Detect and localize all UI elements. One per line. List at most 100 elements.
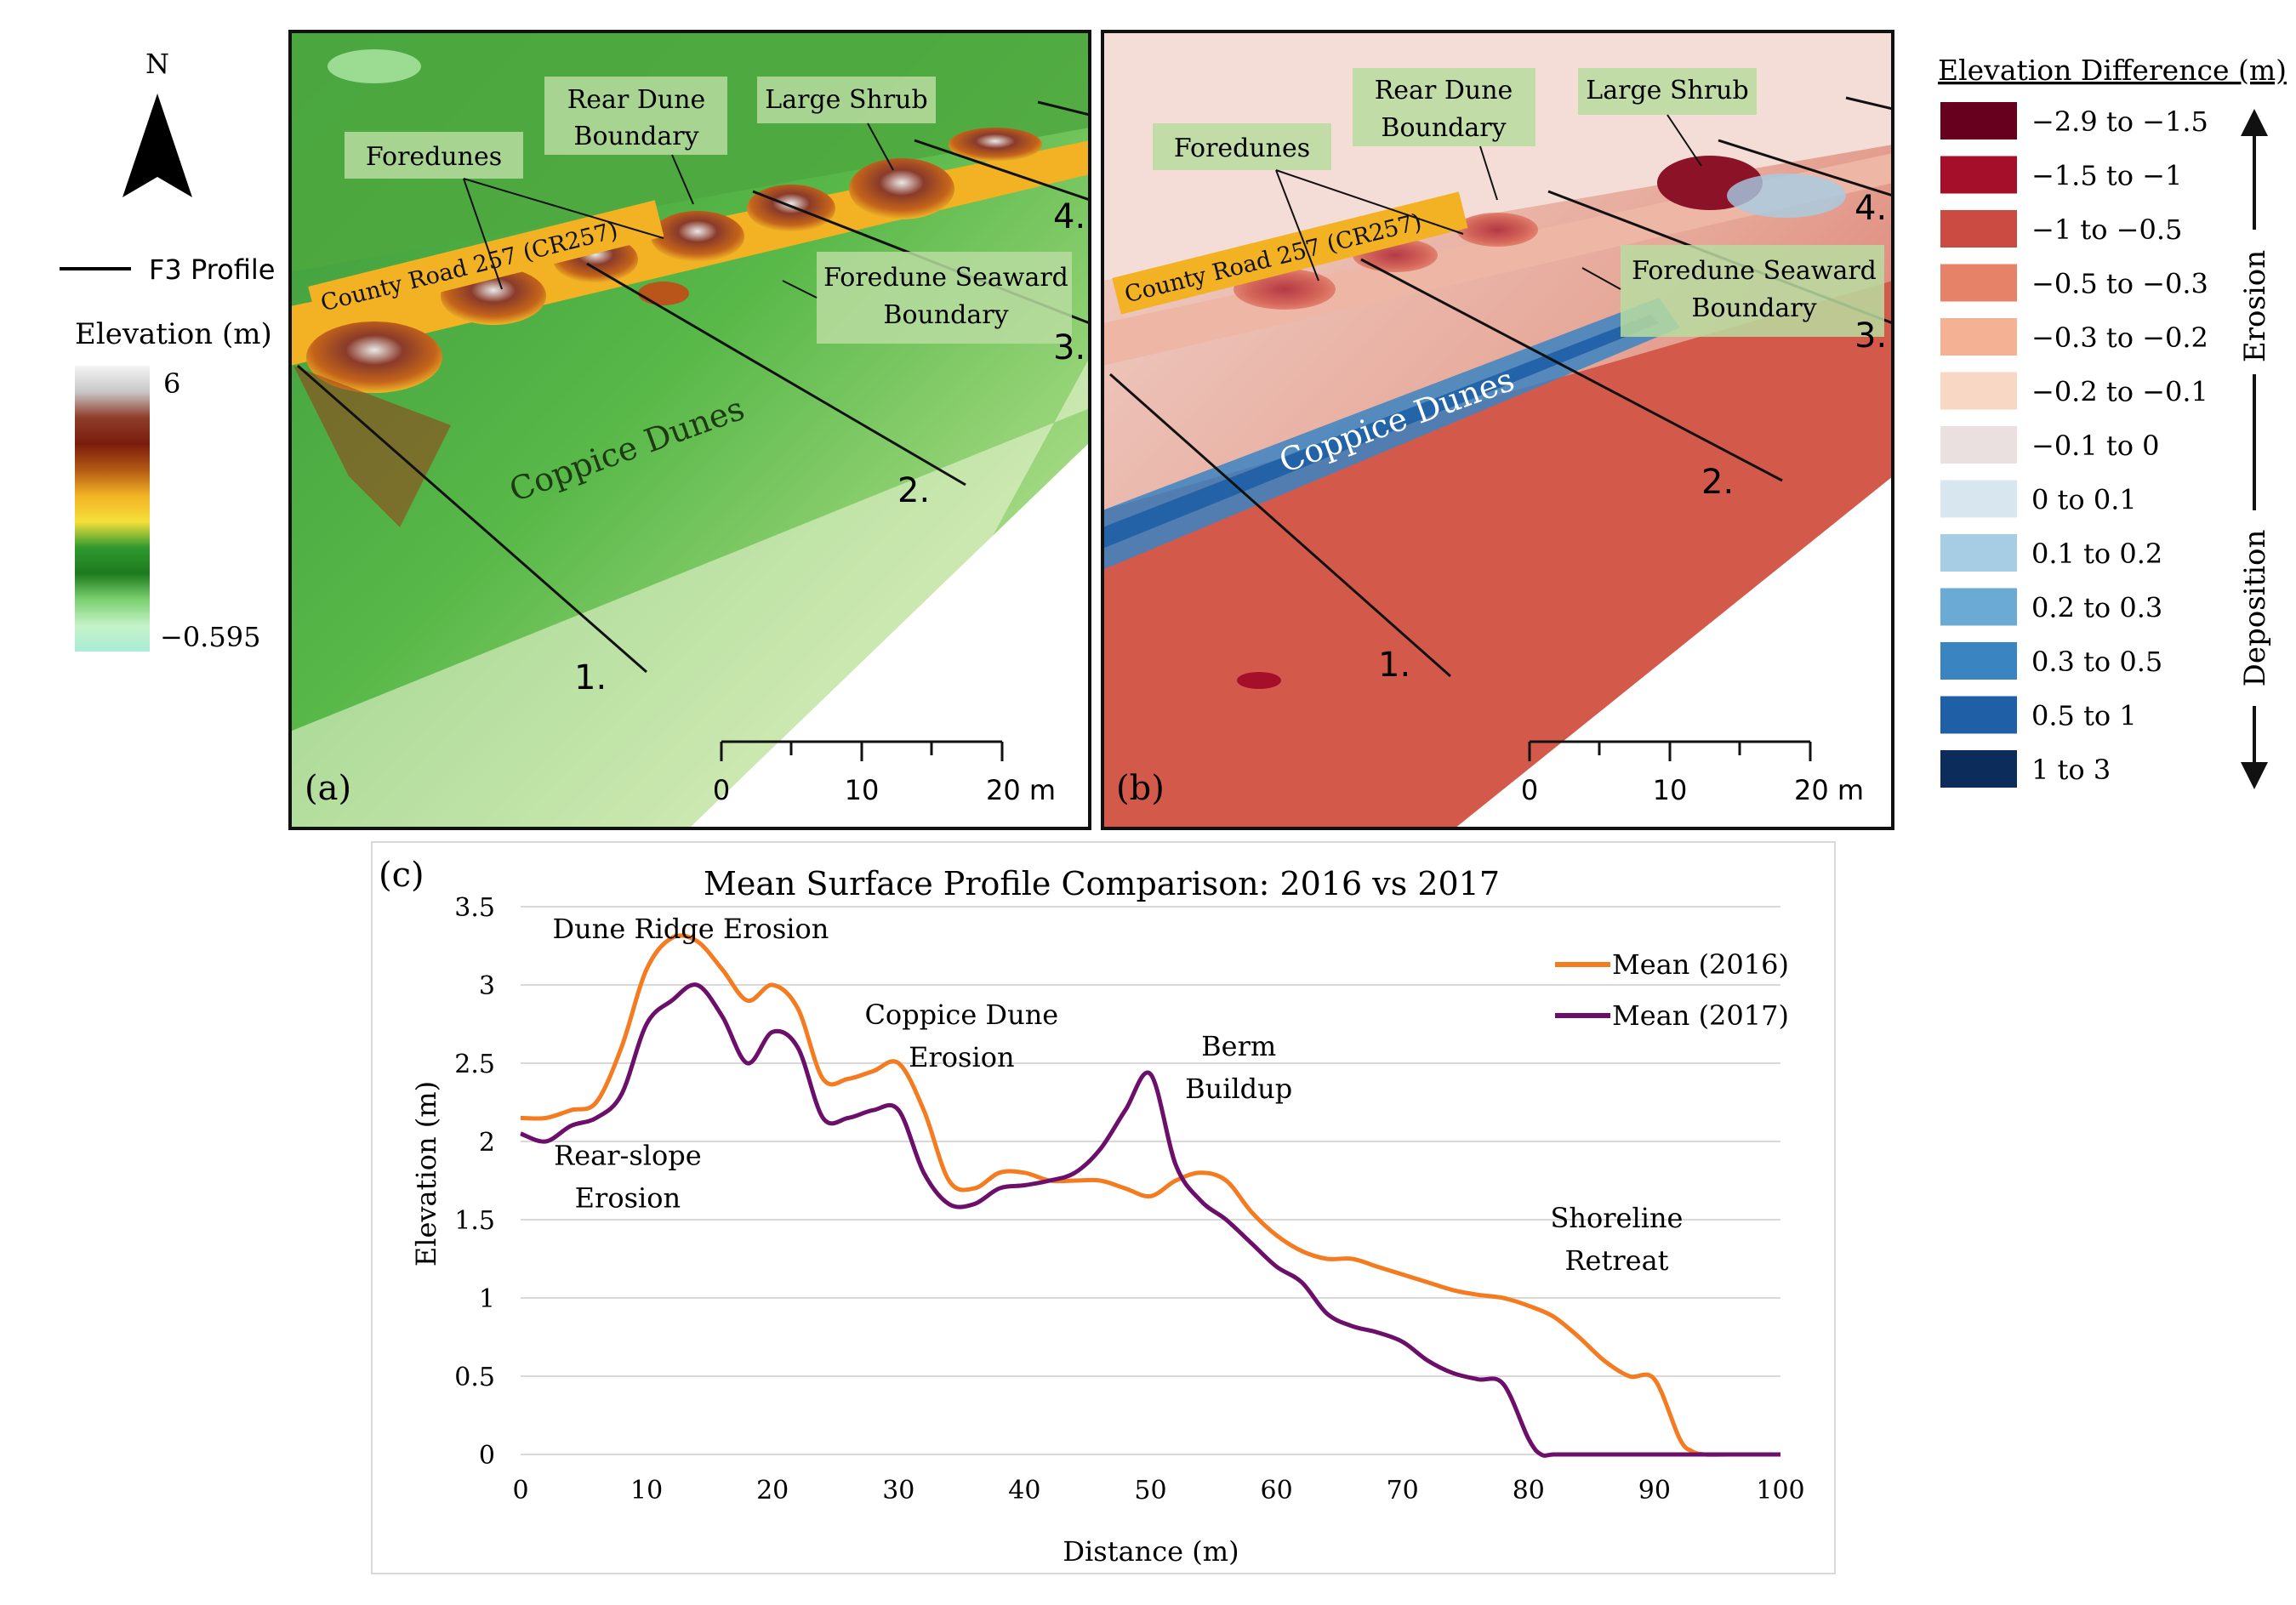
panel-a-leader-line <box>782 280 818 299</box>
profile-line-5 <box>1037 100 1090 117</box>
left-legend: N F3 Profile Elevation (m) 6 −0.595 <box>60 48 275 653</box>
erosion-label-bg <box>2237 230 2271 374</box>
panel-a-large-shrub-mound <box>849 158 954 219</box>
panel-b-large-shrub-label: Large Shrub <box>1586 76 1748 105</box>
profile-line-2 <box>1360 258 1783 482</box>
chart-annotation: Coppice Dune <box>864 999 1058 1031</box>
y-tick-label: 2.5 <box>454 1050 495 1079</box>
legend-class-label: 0.3 to 0.5 <box>2031 646 2162 678</box>
scale-bar-tick: 20 m <box>1794 774 1864 806</box>
panel-b-foredunes-label: Foredunes <box>1174 134 1310 163</box>
chart-annotation: Erosion <box>909 1041 1014 1073</box>
elevation-min-label: −0.595 <box>160 621 260 653</box>
legend-swatch <box>1940 588 2017 626</box>
legend-swatch <box>1940 210 2017 248</box>
panel-b-profile-label-1: 1. <box>1378 646 1410 685</box>
panel-a-frame <box>288 30 1091 830</box>
panel-b-profile-label-4: 4. <box>1854 189 1887 228</box>
profile-line-1 <box>297 364 647 674</box>
scale-bar-tick: 10 <box>1653 774 1688 806</box>
panel-a-large-shrub-label: Large Shrub <box>765 85 927 115</box>
panel-b-foredunes-box <box>1153 123 1331 170</box>
x-tick-label: 20 <box>756 1476 789 1505</box>
x-tick-label: 90 <box>1638 1476 1671 1505</box>
profile-chart: (c) Mean Surface Profile Comparison: 201… <box>371 841 1836 1574</box>
y-tick-label: 3.5 <box>454 893 495 923</box>
panel-a-pond <box>328 49 421 83</box>
panel-a-leader-line <box>463 178 664 239</box>
chart-annotation: Shoreline <box>1550 1202 1683 1234</box>
chart-annotations: Dune Ridge Erosion Coppice Dune Erosion Ber… <box>553 913 1684 1277</box>
panel-b-difference-map: County Road 257 (CR257) Coppice Dunes Fo… <box>1101 30 1894 830</box>
panel-a-scale-bar: 0 10 20 m <box>713 740 1056 806</box>
panel-b-profile-label-2: 2. <box>1701 463 1734 502</box>
legend-label-2017: Mean (2017) <box>1612 999 1789 1032</box>
chart-series <box>520 933 1780 1458</box>
panel-b-label: (b) <box>1116 769 1165 808</box>
panel-b-deposition-patch <box>1727 174 1846 218</box>
series-line-2017 <box>520 982 1780 1458</box>
legend-swatch <box>1940 426 2017 464</box>
chart-annotation: Retreat <box>1564 1244 1668 1277</box>
panel-a-elevation-map: County Road 257 (CR257) Coppice Dunes Fo… <box>288 30 1091 830</box>
difference-legend-rows: −2.9 to −1.5 −1.5 to −1 −1 to −0.5 −0.5 to … <box>1940 102 2208 788</box>
panel-b-rear-dune-label-2: Boundary <box>1381 113 1506 143</box>
legend-class-label: 0.2 to 0.3 <box>2031 592 2162 624</box>
panel-a-dune <box>949 128 1042 162</box>
chart-title: Mean Surface Profile Comparison: 2016 vs… <box>704 865 1500 902</box>
down-arrow-icon <box>2241 762 2268 789</box>
panel-a-road-label-bg <box>308 200 664 323</box>
legend-swatch <box>1940 750 2017 788</box>
legend-swatch <box>1940 480 2017 518</box>
legend-class-label: −1.5 to −1 <box>2031 160 2182 192</box>
panel-a-foredunes-box <box>345 132 523 179</box>
panel-a-dune <box>747 185 835 232</box>
y-tick-label: 2 <box>479 1128 495 1158</box>
y-tick-label: 0.5 <box>454 1363 495 1392</box>
x-tick-label: 50 <box>1134 1476 1166 1505</box>
legend-class-label: −1 to −0.5 <box>2031 213 2182 246</box>
legend-label-2016: Mean (2016) <box>1612 948 1789 981</box>
elevation-legend-title: Elevation (m) <box>75 317 272 351</box>
panel-b-seaward-box <box>1621 245 1884 337</box>
legend-class-label: −0.3 to −0.2 <box>2031 322 2208 354</box>
x-tick-label: 80 <box>1513 1476 1545 1505</box>
panel-b-profile-label-3: 3. <box>1854 316 1887 356</box>
panel-a-coppice-dune <box>293 366 451 527</box>
panel-b-leader-line <box>1275 169 1464 235</box>
chart-annotation: Rear-slope <box>554 1140 702 1172</box>
panel-a-nodata <box>689 442 1090 828</box>
legend-swatch <box>1940 696 2017 734</box>
x-tick-label: 10 <box>630 1476 663 1505</box>
panel-a-dune <box>638 282 689 305</box>
legend-swatch <box>1940 642 2017 680</box>
legend-swatch <box>1940 102 2017 139</box>
panel-b-road-label-bg <box>1112 191 1468 315</box>
panel-b-erosion-patch <box>1237 672 1281 689</box>
legend-class-label: −2.9 to −1.5 <box>2031 105 2208 138</box>
panel-b-frame <box>1101 30 1894 830</box>
panel-b-seaward-label-2: Boundary <box>1691 293 1816 323</box>
panel-a-profile-label-3: 3. <box>1053 328 1085 367</box>
y-tick-label: 3 <box>479 971 495 1001</box>
x-axis-ticks: 0 10 20 30 40 50 60 70 80 90 100 <box>512 1476 1804 1505</box>
panel-a-leader-line <box>867 122 894 171</box>
panel-a-seaward-label-1: Foredune Seaward <box>823 263 1068 293</box>
panel-a-dune <box>651 211 744 262</box>
panel-b-leader-line <box>1275 169 1319 282</box>
legend-swatch <box>1940 264 2017 302</box>
x-axis-label: Distance (m) <box>1063 1535 1239 1568</box>
chart-annotation: Dune Ridge Erosion <box>553 913 829 945</box>
legend-class-label: −0.2 to −0.1 <box>2031 376 2208 408</box>
x-tick-label: 100 <box>1756 1476 1804 1505</box>
panel-a-large-shrub-box <box>757 77 936 123</box>
panel-a-profile-label-2: 2. <box>897 471 930 510</box>
panel-b-large-shrub-box <box>1578 68 1757 115</box>
panel-a-rear-dune-box <box>544 77 727 155</box>
legend-class-label: 0.1 to 0.2 <box>2031 538 2162 570</box>
panel-b-leader-line <box>1666 114 1702 167</box>
scale-bar-tick: 0 <box>713 774 730 806</box>
panel-b-dune <box>1456 213 1538 247</box>
scale-bar-tick: 20 m <box>986 774 1056 806</box>
up-arrow-icon <box>2241 109 2268 136</box>
